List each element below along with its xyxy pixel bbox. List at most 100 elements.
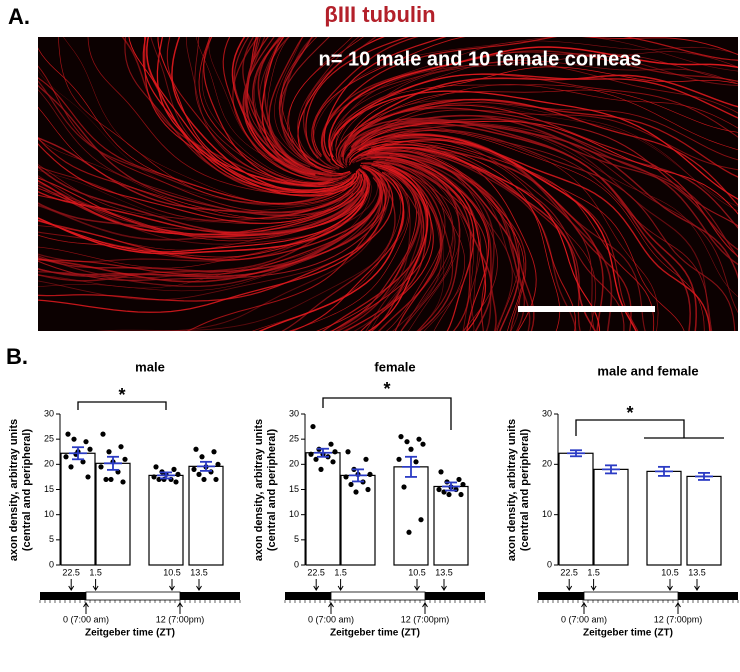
x-tick-label: 10.5 <box>408 567 426 577</box>
nerve-fiber <box>389 155 535 331</box>
nerve-fiber <box>376 163 454 331</box>
time-arrow <box>414 579 420 591</box>
nerve-fiber <box>194 37 354 186</box>
nerve-fiber <box>331 53 738 151</box>
x-tick-label: 1.5 <box>334 567 347 577</box>
x-axis-label: Zeitgeber time (ZT) <box>85 628 175 639</box>
nerve-fiber <box>203 37 355 188</box>
nerve-fiber <box>263 37 329 175</box>
nerve-fiber <box>352 146 577 331</box>
nerve-fiber <box>343 124 738 297</box>
nerve-fiber <box>38 166 379 245</box>
x-axis-label: Zeitgeber time (ZT) <box>330 628 420 639</box>
nerve-fiber <box>365 172 423 331</box>
data-point <box>85 474 91 480</box>
nerve-fiber <box>38 168 382 273</box>
nerve-fiber <box>290 172 405 331</box>
data-point <box>80 459 86 465</box>
time-arrow <box>581 602 587 614</box>
nerve-fiber <box>38 164 349 225</box>
nerve-fiber <box>379 150 625 331</box>
nerve-fiber <box>350 122 697 331</box>
data-point <box>343 474 349 480</box>
data-point <box>404 439 410 445</box>
nerve-fiber <box>321 37 738 161</box>
nerve-fiber <box>38 166 388 283</box>
data-point <box>98 464 104 470</box>
data-point <box>106 449 112 455</box>
nerve-fiber <box>38 170 362 223</box>
nerve-fiber <box>38 165 352 222</box>
time-arrow <box>196 579 202 591</box>
data-point <box>416 436 422 442</box>
nerve-fiber <box>171 37 358 193</box>
data-point <box>213 476 219 483</box>
nerve-fiber <box>38 172 369 263</box>
nerve-fiber <box>340 103 738 207</box>
scale-bar <box>518 306 655 312</box>
nerve-fiber <box>343 74 738 148</box>
nerve-fiber <box>196 37 315 173</box>
nerve-fiber <box>373 139 711 331</box>
data-point <box>196 471 202 477</box>
nerve-fiber <box>337 117 691 331</box>
x-tick-label: 13.5 <box>190 567 208 577</box>
nerve-fiber <box>157 37 325 187</box>
night-bar <box>180 592 240 600</box>
nerve-fiber <box>281 37 315 166</box>
nerve-fiber <box>360 120 738 215</box>
data-point <box>365 486 371 493</box>
y-tick-label: 20 <box>542 459 552 469</box>
data-point <box>353 489 359 495</box>
nerve-fiber <box>232 37 343 182</box>
nerve-fiber <box>369 175 425 331</box>
nerve-fiber <box>362 157 461 331</box>
nerve-fiber <box>143 37 326 192</box>
nerve-fiber <box>38 177 368 269</box>
nerve-fiber <box>259 37 337 173</box>
y-tick-label: 5 <box>49 534 54 544</box>
nerve-fiber <box>368 163 445 331</box>
time-arrow <box>667 579 673 591</box>
data-point <box>199 454 205 460</box>
nerve-fiber <box>351 152 531 331</box>
nerve-fiber <box>339 53 738 144</box>
nerve-fiber <box>353 165 423 331</box>
time-arrow <box>694 579 700 591</box>
x-tick-label: 22.5 <box>307 567 325 577</box>
data-point <box>171 466 177 472</box>
nerve-fiber <box>252 174 401 331</box>
nerve-fiber <box>63 37 360 206</box>
nerve-fiber <box>38 165 367 235</box>
data-point <box>318 466 324 472</box>
nerve-fiber <box>121 37 331 185</box>
nerve-fiber <box>329 90 738 200</box>
time-arrow <box>566 579 573 591</box>
data-point <box>313 456 319 462</box>
data-point <box>103 476 109 483</box>
nerve-fiber <box>38 65 360 213</box>
time-arrow <box>177 602 183 614</box>
data-point <box>173 479 179 485</box>
nerve-fiber <box>261 37 324 175</box>
data-point <box>413 459 419 465</box>
y-axis-label: (central and peripheral) <box>266 429 278 552</box>
nerve-fiber <box>390 159 479 331</box>
nerve-fiber <box>145 37 357 196</box>
nerve-fiber <box>379 158 482 331</box>
x-axis-label: Zeitgeber time (ZT) <box>583 628 673 639</box>
nerve-fiber <box>346 98 738 207</box>
nerve-fiber <box>38 190 368 255</box>
nerve-fiber <box>38 175 364 251</box>
nerve-fiber <box>330 51 738 165</box>
nerve-fiber <box>38 174 386 313</box>
nerve-fiber <box>336 163 422 331</box>
y-tick-label: 0 <box>547 559 552 569</box>
data-point <box>65 431 71 437</box>
nerve-fiber <box>375 161 493 331</box>
nerve-fiber <box>302 37 377 170</box>
data-point <box>68 464 74 470</box>
time-arrow <box>313 579 320 591</box>
nerve-fiber <box>38 137 362 214</box>
